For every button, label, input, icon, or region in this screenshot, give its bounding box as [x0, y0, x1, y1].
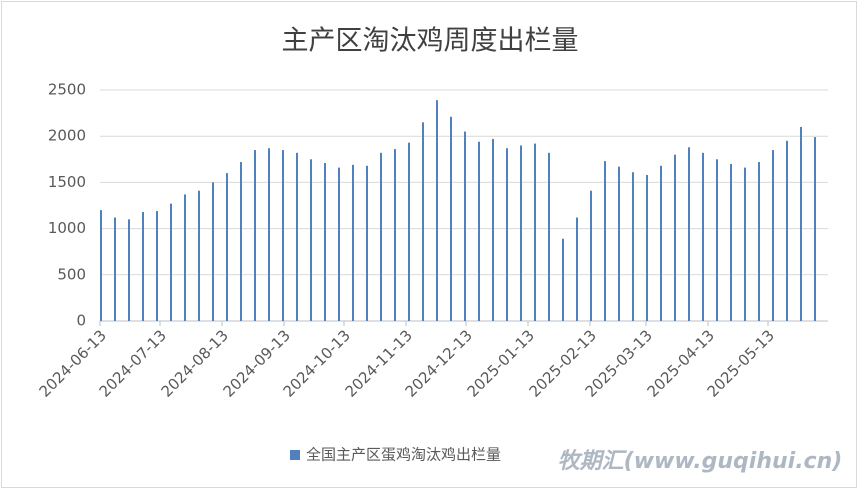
y-tick-label: 1000	[48, 219, 86, 237]
y-tick-label: 2000	[48, 127, 86, 145]
bar	[212, 182, 214, 321]
bar	[170, 203, 172, 321]
bar	[548, 152, 550, 321]
bar	[604, 161, 606, 321]
y-tick-label: 500	[57, 265, 86, 283]
bar	[506, 148, 508, 321]
bar	[422, 122, 424, 321]
bar	[142, 211, 144, 321]
bar	[310, 159, 312, 321]
bar	[240, 162, 242, 321]
bar	[324, 162, 326, 321]
bar	[730, 163, 732, 321]
legend-label: 全国主产区蛋鸡淘汰鸡出栏量	[306, 446, 501, 464]
bar	[674, 154, 676, 321]
bar	[394, 149, 396, 321]
bar	[492, 138, 494, 321]
bar	[800, 126, 802, 322]
bar	[786, 140, 788, 321]
chart-title: 主产区淘汰鸡周度出栏量	[282, 26, 579, 57]
legend-swatch	[290, 450, 300, 460]
bar	[688, 147, 690, 321]
bar	[282, 150, 284, 321]
bar	[744, 167, 746, 321]
bar	[184, 194, 186, 321]
bar	[520, 145, 522, 321]
bar	[464, 131, 466, 321]
bar	[254, 150, 256, 321]
bar	[114, 217, 116, 321]
bar	[408, 142, 410, 321]
bar	[814, 137, 816, 321]
bar	[296, 152, 298, 321]
y-tick-label: 0	[76, 312, 86, 330]
bar	[338, 167, 340, 321]
bar	[352, 164, 354, 321]
bar	[576, 217, 578, 321]
bar	[156, 211, 158, 321]
bar	[646, 175, 648, 321]
bar	[366, 165, 368, 321]
bar	[716, 159, 718, 321]
y-tick-label: 1500	[48, 173, 86, 191]
watermark: 牧期汇(www.guqihui.cn)	[558, 449, 843, 474]
bar	[618, 166, 620, 321]
bar	[772, 150, 774, 321]
bar	[590, 190, 592, 321]
bar	[562, 238, 564, 321]
bar	[758, 162, 760, 321]
bar	[450, 116, 452, 322]
bar	[632, 172, 634, 321]
bar	[534, 143, 536, 321]
bar	[226, 173, 228, 321]
bar	[380, 152, 382, 321]
bar	[660, 165, 662, 321]
bar	[436, 100, 438, 321]
bar	[268, 148, 270, 321]
bar	[100, 210, 102, 321]
bar	[198, 190, 200, 321]
bar	[128, 219, 130, 321]
bar	[702, 152, 704, 321]
bar	[478, 141, 480, 321]
y-tick-label: 2500	[48, 81, 86, 99]
